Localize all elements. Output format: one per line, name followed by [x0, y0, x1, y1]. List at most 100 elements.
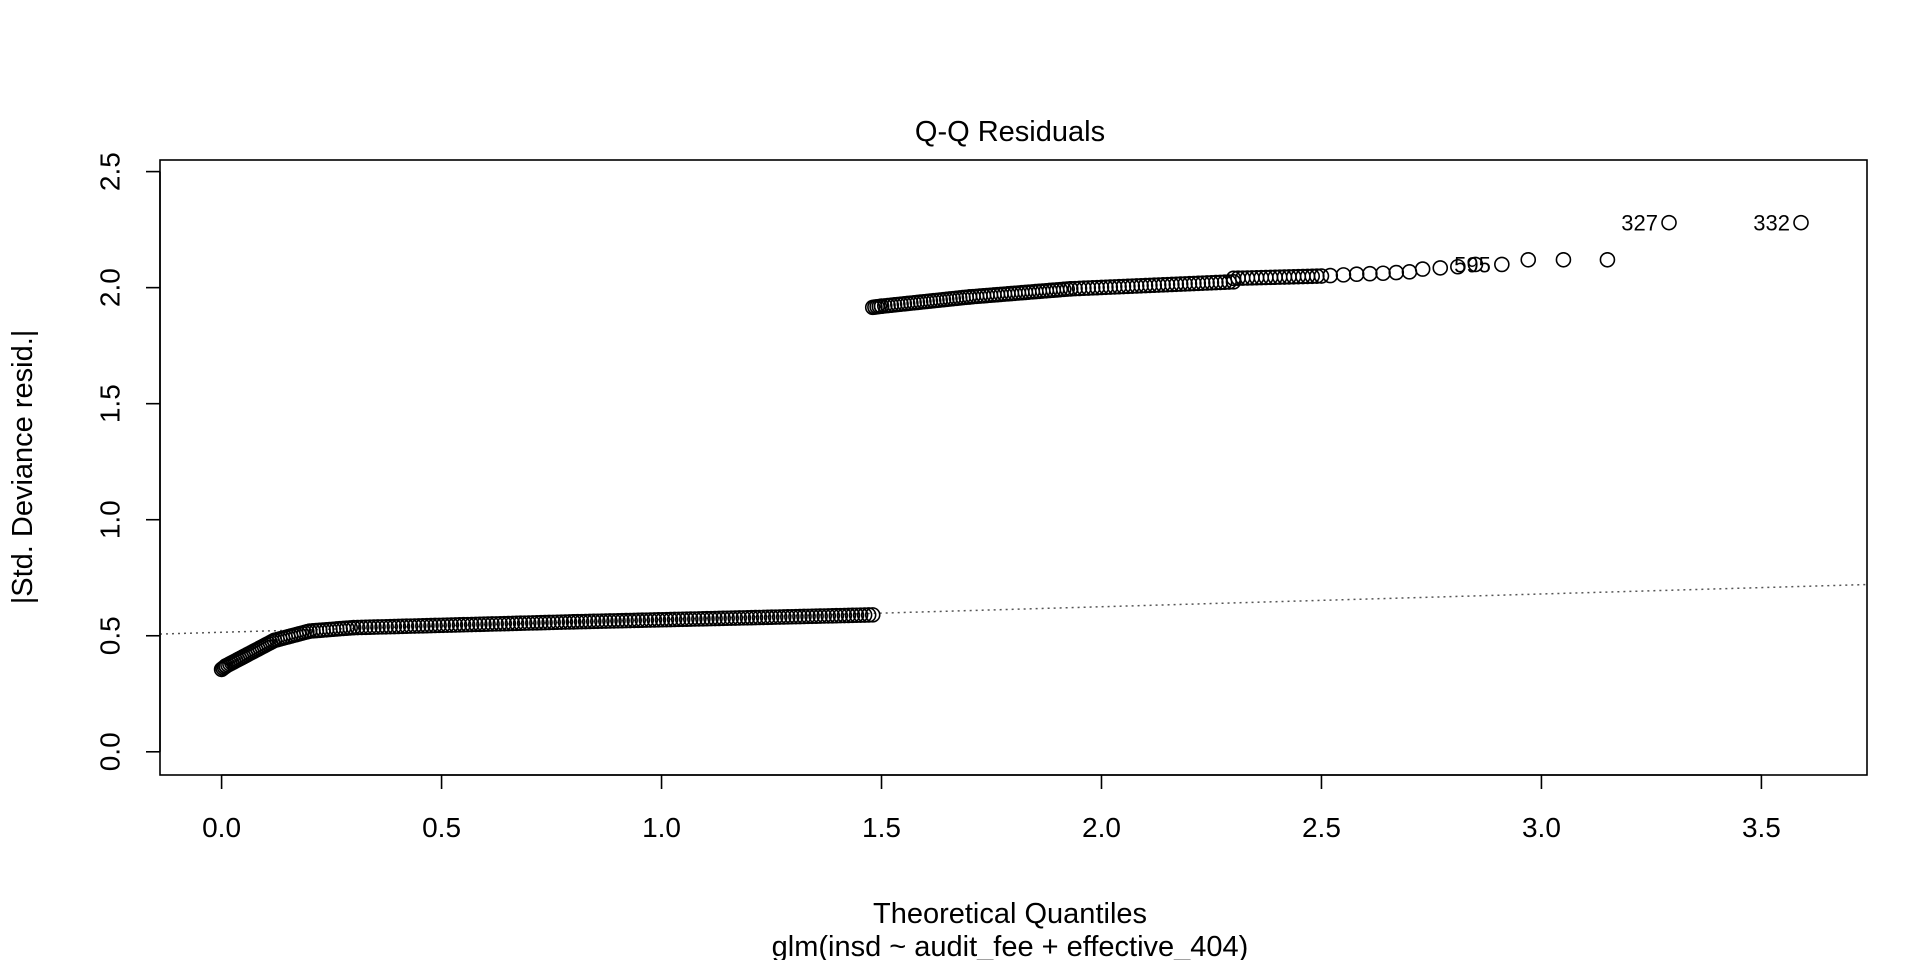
x-tick-label: 3.0: [1522, 812, 1561, 843]
x-tick-label: 1.0: [642, 812, 681, 843]
data-point: [796, 608, 812, 625]
data-point: [1313, 268, 1330, 284]
data-point: [569, 613, 586, 630]
data-point: [435, 617, 451, 634]
data-point: [844, 607, 861, 624]
data-point: [695, 611, 711, 627]
data-point: [590, 613, 606, 630]
data-point: [642, 612, 659, 628]
data-point: [455, 616, 472, 633]
data-point: [370, 619, 386, 635]
data-point: [585, 613, 602, 630]
data-point: [602, 613, 618, 629]
data-point: [711, 610, 727, 627]
data-point: [780, 609, 796, 625]
data-point: [415, 618, 431, 634]
data-point: [553, 614, 570, 630]
data-point: [1661, 214, 1677, 231]
data-point: [427, 617, 443, 634]
data-point: [606, 613, 622, 629]
data-point: [541, 614, 557, 631]
data-point: [549, 614, 566, 631]
data-point: [488, 616, 504, 632]
data-point: [431, 617, 447, 634]
point-label: 332: [1753, 211, 1790, 236]
data-point: [1555, 251, 1572, 268]
data-point: [472, 616, 488, 633]
data-point: [824, 608, 841, 624]
data-point: [1335, 267, 1352, 283]
data-point: [1388, 264, 1405, 281]
reference-line-group: [159, 583, 1868, 635]
data-point: [1414, 261, 1431, 277]
x-axis: 0.0 0.5 1.0 1.5 2.0 2.5 3.0 3.5: [202, 774, 1781, 843]
x-axis-title: Theoretical Quantiles: [873, 898, 1147, 930]
data-point: [581, 613, 598, 630]
data-point: [419, 617, 435, 634]
data-point: [1322, 267, 1339, 284]
data-point: [402, 618, 419, 634]
data-point: [451, 617, 468, 633]
data-point: [634, 612, 651, 629]
data-point: [423, 617, 439, 634]
point-labels-group: 595 327 332: [1454, 211, 1790, 278]
data-point: [594, 613, 610, 629]
data-point: [715, 610, 731, 627]
data-point: [832, 607, 849, 624]
y-axis: 0.0 0.5 1.0 1.5 2.0 2.5: [95, 152, 161, 771]
data-point: [755, 609, 772, 626]
data-point: [1375, 265, 1391, 282]
data-point: [719, 610, 735, 627]
data-point: [614, 612, 630, 629]
data-point: [1467, 256, 1484, 273]
data-point: [735, 610, 752, 626]
data-point: [1520, 251, 1537, 268]
y-tick-label: 1.0: [95, 500, 126, 539]
data-point: [390, 618, 407, 635]
data-point: [512, 615, 529, 632]
data-point: [378, 618, 394, 635]
data-point: [1401, 264, 1418, 280]
data-point: [626, 612, 642, 629]
data-point: [646, 612, 663, 628]
data-point: [763, 609, 780, 626]
data-point: [852, 607, 869, 623]
data-point: [747, 609, 764, 626]
point-label: 595: [1454, 252, 1491, 277]
data-point: [537, 614, 553, 631]
data-point: [1793, 214, 1809, 231]
data-point: [816, 608, 833, 624]
data-point: [480, 616, 496, 632]
data-point: [828, 607, 845, 624]
data-point: [808, 608, 824, 624]
data-point: [699, 610, 715, 627]
data-point: [723, 610, 740, 626]
x-tick-label: 0.5: [422, 812, 461, 843]
y-tick-label: 0.0: [95, 732, 126, 771]
data-point: [691, 611, 707, 627]
data-point: [345, 619, 362, 636]
data-point: [439, 617, 456, 633]
data-point: [771, 609, 788, 625]
data-point: [1362, 265, 1378, 282]
data-point: [650, 612, 667, 628]
data-point: [1304, 268, 1321, 285]
data-point: [848, 607, 865, 624]
data-point: [1432, 260, 1449, 276]
data-point: [836, 607, 853, 624]
data-point: [674, 611, 691, 628]
data-point: [1348, 266, 1365, 282]
data-point: [410, 618, 427, 634]
data-point: [767, 609, 784, 625]
data-point: [467, 616, 484, 633]
data-point: [382, 618, 399, 635]
data-point: [792, 608, 808, 625]
data-point: [561, 614, 578, 630]
data-point: [658, 611, 675, 628]
data-point: [577, 613, 594, 630]
data-point: [812, 608, 828, 624]
data-point: [362, 619, 378, 636]
data-point: [598, 613, 614, 629]
data-point: [545, 614, 561, 631]
data-point: [508, 615, 525, 632]
